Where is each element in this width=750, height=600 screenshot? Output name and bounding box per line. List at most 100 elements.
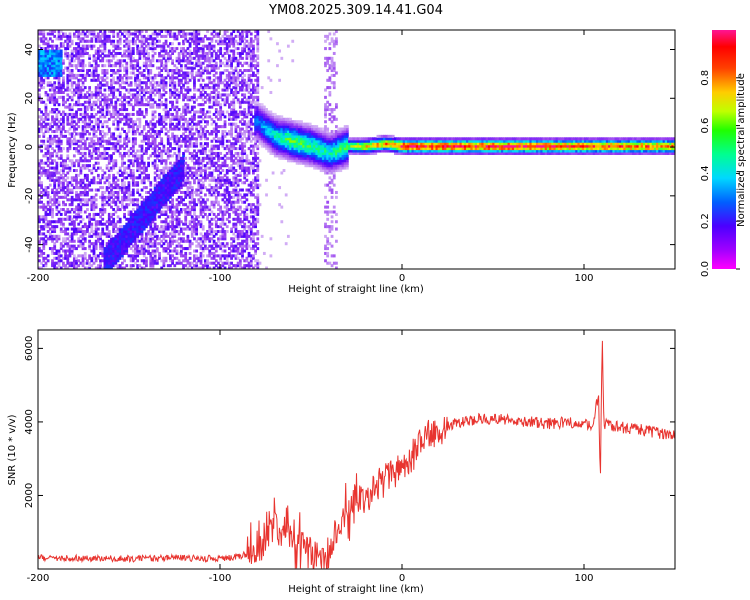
heatmap-cell bbox=[186, 237, 190, 241]
heatmap-cell bbox=[101, 212, 105, 216]
heatmap-cell bbox=[79, 61, 83, 65]
heatmap-cell bbox=[173, 166, 177, 170]
heatmap-cell bbox=[77, 54, 81, 58]
heatmap-cell bbox=[66, 37, 70, 41]
heatmap-cell bbox=[66, 254, 70, 258]
heatmap-cell bbox=[142, 151, 146, 155]
heatmap-cell bbox=[77, 83, 81, 87]
heatmap-cell bbox=[201, 164, 205, 168]
heatmap-cell bbox=[221, 193, 225, 197]
heatmap-cell bbox=[217, 212, 220, 216]
heatmap-cell bbox=[151, 244, 155, 248]
heatmap-cell bbox=[57, 237, 61, 241]
heatmap-cell bbox=[221, 125, 225, 129]
heatmap-cell bbox=[155, 156, 159, 160]
heatmap-cell bbox=[140, 205, 144, 209]
heatmap-cell bbox=[138, 247, 142, 251]
heatmap-cell bbox=[123, 225, 126, 229]
heatmap-cell bbox=[112, 193, 116, 197]
heatmap-cell bbox=[70, 176, 74, 180]
heatmap-cell bbox=[120, 117, 124, 121]
heatmap-cell bbox=[217, 129, 220, 134]
heatmap-cell bbox=[142, 220, 146, 224]
heatmap-cell bbox=[208, 227, 212, 231]
heatmap-cell bbox=[51, 54, 54, 58]
heatmap-cell bbox=[155, 247, 159, 251]
heatmap-cell bbox=[92, 217, 96, 221]
heatmap-cell bbox=[103, 134, 107, 138]
heatmap-cell bbox=[230, 103, 233, 107]
heatmap-cell bbox=[190, 37, 194, 41]
heatmap-cell bbox=[53, 183, 57, 187]
heatmap-cell bbox=[164, 64, 168, 68]
heatmap-cell bbox=[193, 232, 196, 236]
heatmap-cell bbox=[101, 78, 105, 82]
heatmap-cell bbox=[70, 125, 74, 129]
heatmap-cell bbox=[195, 254, 199, 258]
heatmap-cell bbox=[42, 256, 46, 260]
heatmap-cell bbox=[57, 90, 61, 95]
heatmap-cell bbox=[166, 242, 170, 246]
heatmap-cell bbox=[59, 244, 63, 248]
heatmap-cell bbox=[134, 239, 137, 243]
heatmap-cell bbox=[114, 71, 118, 75]
heatmap-cell bbox=[118, 30, 122, 34]
heatmap-cell bbox=[44, 234, 48, 238]
heatmap-cell bbox=[40, 110, 43, 114]
heatmap-cell bbox=[72, 225, 76, 229]
heatmap-cell bbox=[169, 242, 172, 246]
heatmap-cell bbox=[129, 88, 133, 92]
heatmap-cell bbox=[221, 54, 225, 58]
heatmap-cell bbox=[145, 98, 148, 102]
heatmap-cell bbox=[110, 78, 113, 82]
heatmap-cell bbox=[53, 134, 57, 138]
heatmap-cell bbox=[228, 71, 231, 75]
heatmap-cell bbox=[147, 54, 150, 58]
heatmap-cell bbox=[44, 208, 48, 212]
heatmap-cell bbox=[114, 183, 118, 187]
heatmap-cell bbox=[131, 215, 135, 219]
heatmap-cell bbox=[184, 54, 188, 58]
heatmap-cell bbox=[53, 51, 57, 55]
heatmap-cell bbox=[129, 198, 133, 202]
heatmap-cell bbox=[129, 234, 133, 238]
heatmap-cell bbox=[147, 129, 150, 134]
heatmap-cell bbox=[55, 112, 59, 116]
heatmap-cell bbox=[190, 151, 194, 155]
heatmap-cell bbox=[81, 137, 85, 141]
heatmap-cell bbox=[199, 247, 203, 251]
heatmap-cell bbox=[127, 244, 131, 248]
heatmap-cell bbox=[72, 59, 76, 63]
heatmap-cell bbox=[70, 261, 74, 265]
heatmap-cell bbox=[160, 78, 164, 82]
heatmap-cell bbox=[129, 232, 133, 236]
heatmap-cell bbox=[125, 132, 129, 136]
heatmap-cell bbox=[195, 151, 199, 155]
heatmap-cell bbox=[201, 215, 205, 219]
heatmap-cell bbox=[86, 51, 89, 55]
heatmap-cell bbox=[140, 227, 144, 231]
heatmap-cell bbox=[44, 64, 48, 68]
heatmap-cell bbox=[217, 173, 220, 177]
heatmap-cell bbox=[62, 229, 65, 234]
heatmap-cell bbox=[190, 108, 194, 112]
heatmap-cell bbox=[188, 156, 192, 160]
heatmap-cell bbox=[53, 88, 57, 92]
heatmap-cell bbox=[38, 161, 41, 165]
heatmap-cell bbox=[175, 186, 179, 190]
heatmap-cell bbox=[149, 144, 153, 148]
heatmap-cell bbox=[123, 183, 126, 187]
heatmap-cell bbox=[186, 66, 190, 70]
heatmap-cell bbox=[110, 220, 113, 224]
heatmap-cell bbox=[210, 39, 214, 43]
heatmap-cell bbox=[96, 125, 100, 129]
heatmap-cell bbox=[173, 64, 177, 68]
heatmap-cell bbox=[219, 244, 223, 248]
heatmap-cell bbox=[53, 244, 57, 248]
heatmap-cell bbox=[160, 195, 164, 199]
heatmap-cell bbox=[145, 215, 148, 219]
heatmap-cell bbox=[184, 251, 188, 255]
heatmap-cell bbox=[66, 34, 70, 38]
heatmap-cell bbox=[151, 215, 155, 219]
heatmap-cell bbox=[179, 112, 183, 116]
